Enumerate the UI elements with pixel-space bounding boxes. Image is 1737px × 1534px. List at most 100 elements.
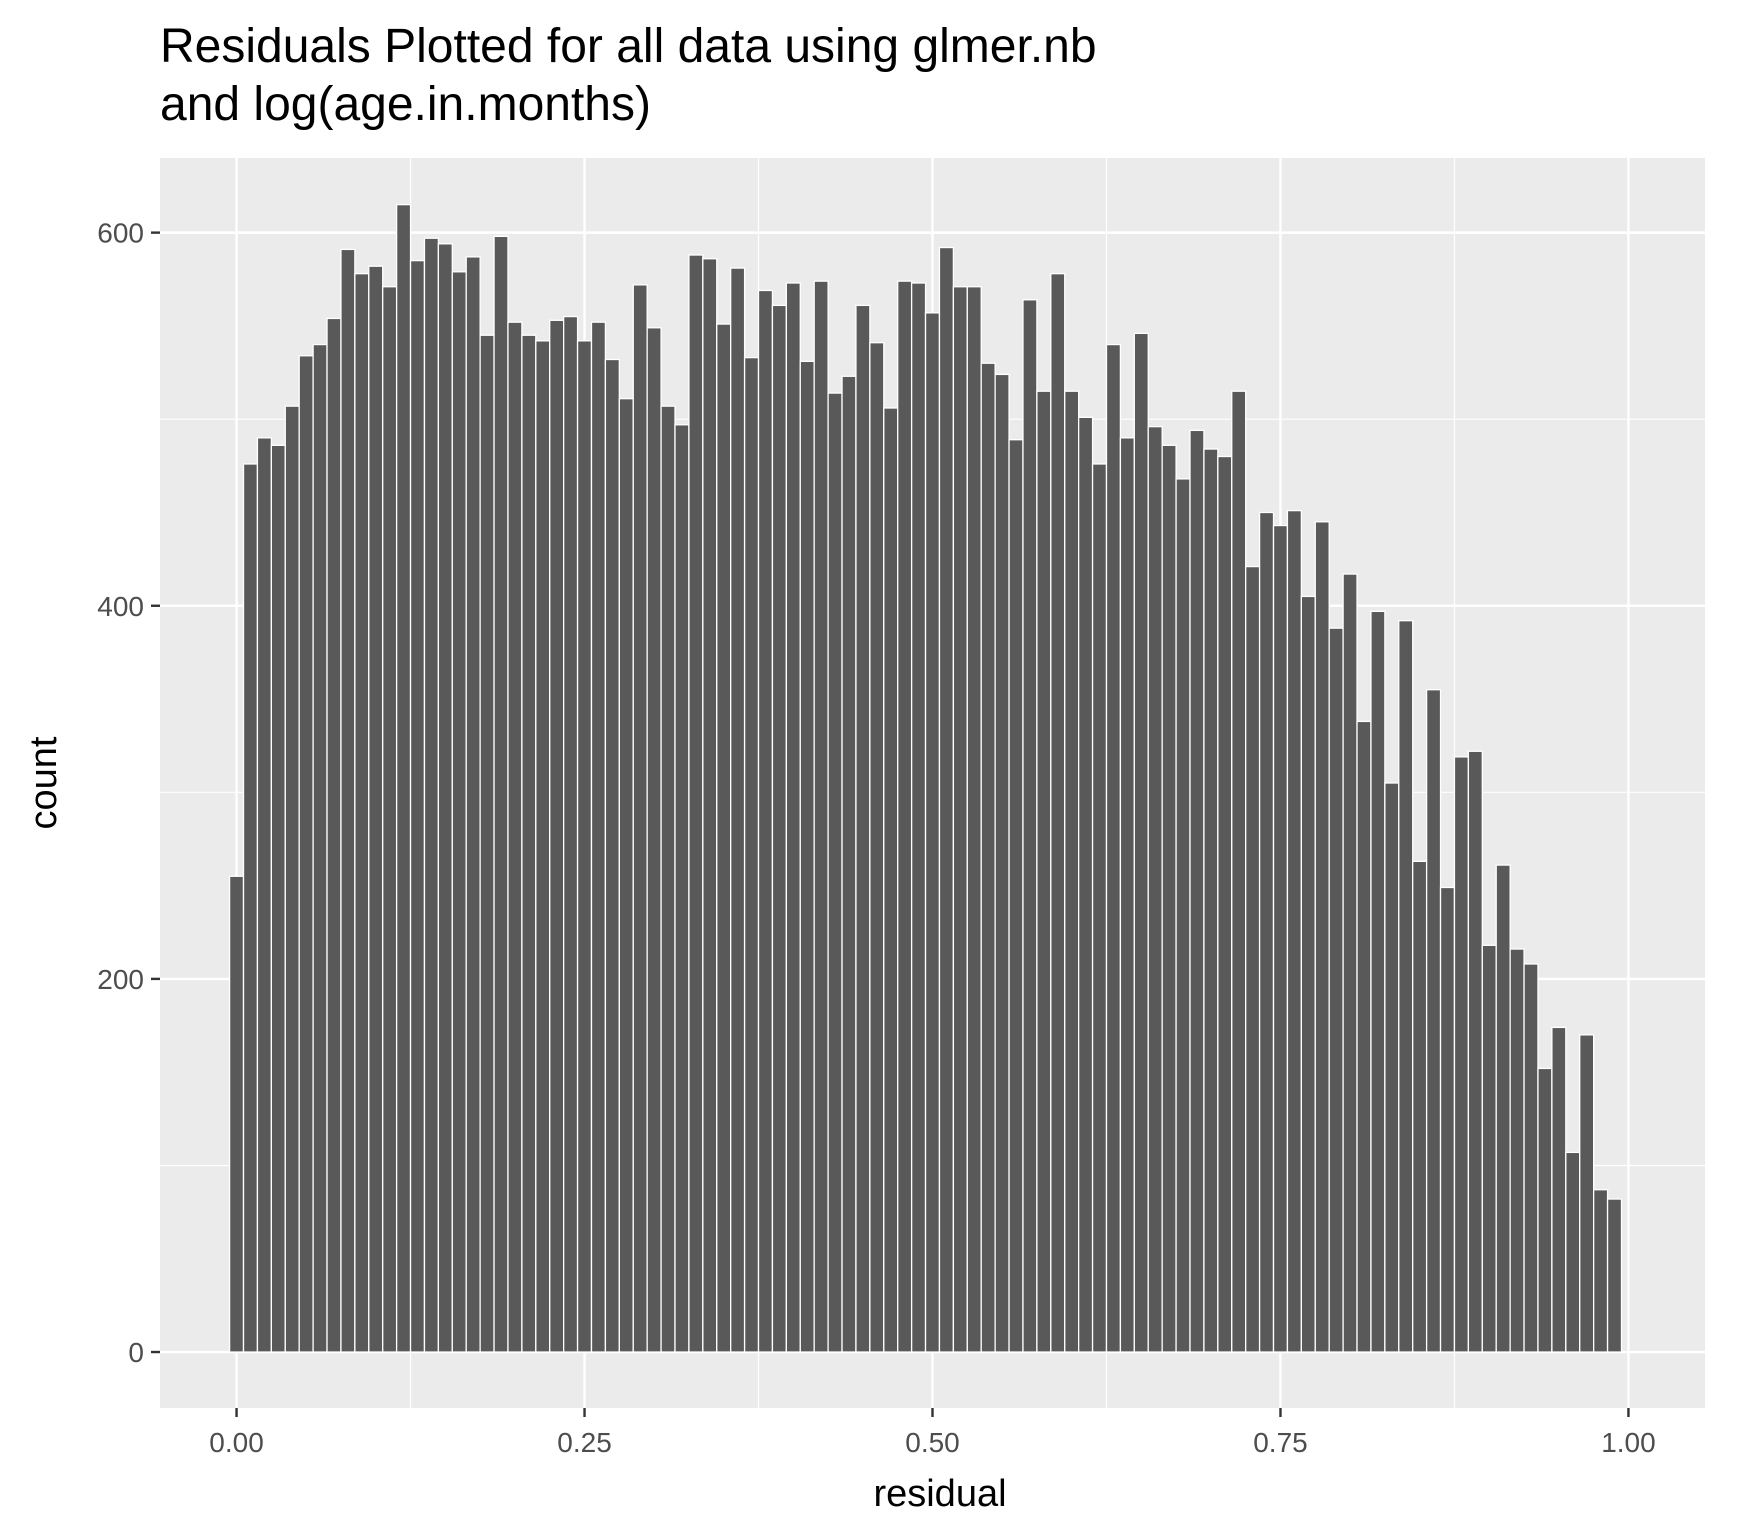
histogram-bar (1161, 444, 1177, 1353)
x-tick-label: 0.50 (905, 1427, 960, 1458)
histogram-bar (1022, 299, 1038, 1353)
histogram-bar (952, 286, 968, 1353)
histogram-bar (1119, 437, 1135, 1353)
x-axis: 0.00 0.25 0.50 0.75 1.00 (209, 1408, 1656, 1458)
histogram-bar (841, 375, 857, 1353)
histogram-bar (980, 362, 996, 1353)
histogram-bar (1606, 1198, 1623, 1353)
histogram-bar (1050, 273, 1066, 1353)
y-tick-label: 200 (97, 964, 144, 995)
histogram-bar (423, 237, 440, 1353)
y-tick-label: 600 (97, 218, 144, 249)
histogram-bar (549, 319, 565, 1353)
y-axis-title: count (23, 736, 65, 829)
histogram-bar (743, 356, 760, 1353)
histogram-bar (1565, 1151, 1581, 1353)
histogram-bar (1286, 509, 1303, 1353)
histogram-bar (1342, 573, 1358, 1353)
histogram-bar (757, 289, 774, 1353)
histogram-bar (1398, 620, 1414, 1353)
histogram-bar (535, 340, 551, 1353)
histogram-bar (270, 444, 286, 1353)
histogram-bar (1147, 426, 1163, 1353)
histogram-bar (298, 355, 314, 1353)
histogram-bar (604, 358, 620, 1353)
histogram-bar (312, 343, 328, 1353)
chart-title-line-2: and log(age.in.months) (160, 78, 651, 131)
histogram-bar (1523, 963, 1539, 1353)
histogram-bar (938, 246, 955, 1353)
histogram-bar (493, 235, 509, 1353)
histogram-bar (1551, 1026, 1567, 1353)
histogram-bar (660, 405, 676, 1353)
histogram-bar (1481, 944, 1497, 1353)
histogram-bar (702, 258, 718, 1353)
y-tick-label: 0 (128, 1337, 144, 1368)
histogram-bar (382, 286, 398, 1353)
histogram-bar (521, 334, 537, 1353)
histogram-bar (1258, 511, 1275, 1353)
y-axis: 0 200 400 600 (97, 218, 160, 1368)
histogram-bar (1425, 689, 1442, 1353)
x-tick-label: 0.25 (557, 1427, 612, 1458)
histogram-bar (1328, 627, 1344, 1353)
histogram-bar (1077, 416, 1094, 1353)
histogram-bar (646, 327, 662, 1353)
histogram-bar (1245, 565, 1261, 1353)
histogram-bar (409, 259, 426, 1353)
histogram-bar (1384, 782, 1400, 1353)
histogram-bar (1439, 886, 1456, 1353)
histogram-bar (966, 286, 982, 1353)
histogram-bar (1412, 860, 1428, 1353)
histogram-bar (869, 342, 885, 1353)
histogram-bar (1008, 439, 1024, 1353)
histogram-bar (1064, 390, 1080, 1353)
chart-title: Residuals Plotted for all data using glm… (160, 18, 1097, 134)
histogram-bar (1203, 448, 1219, 1353)
histogram-bar (242, 463, 259, 1353)
histogram-bar (284, 405, 300, 1353)
histogram-bar (590, 321, 607, 1353)
histogram-bar (618, 398, 634, 1353)
histogram-bar (354, 273, 370, 1353)
histogram-bar (785, 282, 801, 1353)
histogram-bar (688, 254, 704, 1353)
histogram-bar (395, 203, 412, 1353)
histogram-bar (771, 304, 788, 1353)
histogram-bar (437, 243, 453, 1353)
histogram-bar (1537, 1067, 1553, 1353)
histogram-bar (1189, 429, 1205, 1353)
histogram-bar (1091, 463, 1108, 1353)
histogram-bar (1356, 720, 1372, 1353)
histogram-bar (897, 280, 913, 1353)
histogram-bar (340, 248, 356, 1353)
histogram-bar (716, 323, 732, 1353)
histogram-bar (799, 360, 815, 1353)
histogram-bar (994, 373, 1010, 1353)
histogram-bar (1314, 521, 1330, 1353)
histogram-bar (1370, 610, 1386, 1353)
histogram-bar (562, 315, 579, 1353)
histogram-bar (1133, 332, 1149, 1353)
histogram-bar (1453, 756, 1470, 1353)
histogram-bar (479, 334, 495, 1353)
histogram-bar (1300, 595, 1316, 1353)
histogram-bar (1579, 1034, 1595, 1353)
histogram-bar (730, 267, 746, 1353)
x-tick-label: 0.00 (209, 1427, 264, 1458)
histogram-bar (228, 875, 245, 1353)
histogram-bar (451, 271, 467, 1353)
histogram-bar (326, 317, 342, 1353)
histogram-bar (1217, 455, 1233, 1353)
histogram-bar (1592, 1189, 1609, 1353)
histogram-bar (1175, 478, 1191, 1353)
y-tick-label: 400 (97, 591, 144, 622)
histogram-bar (576, 340, 593, 1353)
histogram-bar (1509, 948, 1525, 1353)
histogram-bar (813, 280, 829, 1353)
histogram-bar (632, 284, 648, 1353)
histogram-bar (674, 424, 690, 1353)
x-axis-title: residual (873, 1473, 1006, 1515)
histogram-bar (1495, 864, 1511, 1353)
